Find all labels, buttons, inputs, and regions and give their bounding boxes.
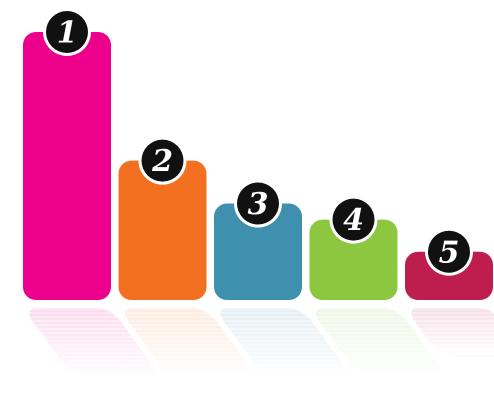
rank-badge-5: 5 [425, 227, 473, 276]
bar-5 [405, 251, 493, 300]
bar-reflections [21, 308, 494, 378]
rank-label: 4 [343, 203, 364, 238]
rank-label: 2 [151, 144, 173, 179]
bar-reflection [403, 308, 494, 357]
bar-3 [214, 203, 302, 300]
bars-group [23, 32, 493, 300]
bar-reflection [116, 308, 260, 378]
rank-label: 3 [248, 187, 269, 222]
bar-2 [118, 160, 207, 300]
rank-badge-2: 2 [138, 136, 187, 185]
rank-label: 1 [57, 16, 78, 51]
bar-4 [309, 219, 398, 300]
rank-label: 5 [439, 235, 460, 270]
bar-reflection [307, 308, 451, 378]
bar-reflection [212, 308, 355, 378]
rank-badge-4: 4 [329, 195, 378, 244]
bar-reflection [21, 308, 164, 378]
rank-badge-3: 3 [234, 179, 282, 228]
rank-badge-1: 1 [43, 8, 91, 56]
rank-badges: 1 2 3 4 5 [43, 8, 473, 276]
bar-1 [23, 32, 111, 300]
